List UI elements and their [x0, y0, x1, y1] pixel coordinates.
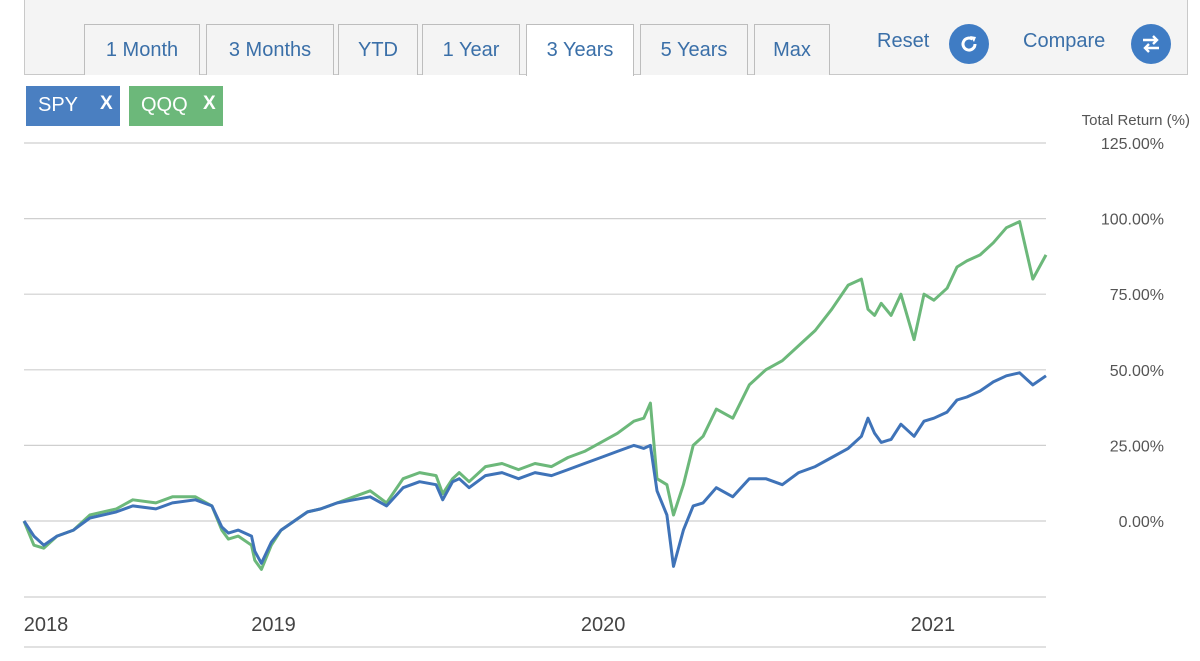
y-axis-title: Total Return (%) [1082, 112, 1190, 129]
chip-qqq: QQQ X [129, 86, 223, 126]
y-tick-label: 0.00% [1119, 514, 1164, 531]
reset-button-label[interactable]: Reset [877, 30, 930, 52]
tab-max[interactable]: Max [754, 24, 830, 75]
tab-3-years[interactable]: 3 Years [526, 24, 634, 76]
series-line-qqq [22, 220, 1048, 571]
reset-button[interactable] [949, 24, 989, 64]
x-tick-label: 2018 [24, 614, 69, 636]
chip-spy-remove[interactable]: X [100, 93, 113, 114]
swap-arrows-icon [1143, 35, 1159, 53]
chip-spy: SPY X [26, 86, 120, 126]
y-tick-label: 75.00% [1110, 287, 1164, 304]
tab-1-month[interactable]: 1 Month [84, 24, 200, 75]
series-line-spy [22, 371, 1047, 568]
x-tick-label: 2020 [581, 614, 626, 636]
compare-button[interactable] [1131, 24, 1171, 64]
chip-spy-label: SPY [38, 94, 79, 116]
tab-5-years[interactable]: 5 Years [640, 24, 748, 75]
tab-ytd[interactable]: YTD [338, 24, 418, 75]
chip-qqq-label: QQQ [141, 94, 188, 116]
y-tick-label: 100.00% [1101, 212, 1164, 229]
refresh-icon [961, 36, 977, 52]
x-tick-label: 2019 [251, 614, 296, 636]
y-tick-label: 50.00% [1110, 363, 1164, 380]
y-tick-label: 125.00% [1101, 136, 1164, 153]
x-tick-label: 2021 [911, 614, 956, 636]
tab-3-months[interactable]: 3 Months [206, 24, 334, 75]
compare-button-label[interactable]: Compare [1023, 30, 1106, 52]
y-tick-label: 25.00% [1110, 438, 1164, 455]
chip-qqq-remove[interactable]: X [203, 93, 216, 114]
tab-1-year[interactable]: 1 Year [422, 24, 520, 75]
